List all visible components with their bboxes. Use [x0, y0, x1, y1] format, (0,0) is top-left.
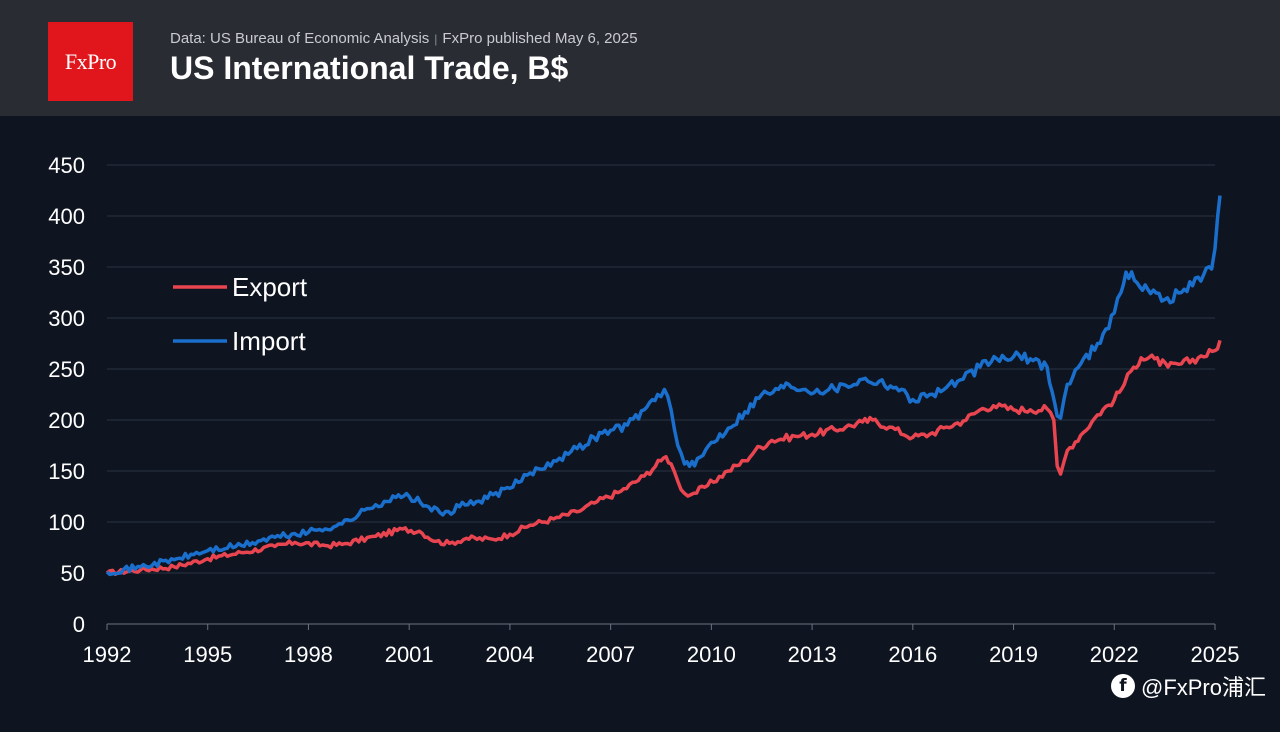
- x-tick-label: 2001: [385, 642, 434, 667]
- y-tick-label: 100: [48, 510, 85, 535]
- watermark: f @FxPro浦汇: [1110, 670, 1266, 702]
- fxpro-logo: FxPro: [48, 22, 133, 101]
- y-tick-label: 50: [61, 561, 85, 586]
- x-tick-label: 2016: [888, 642, 937, 667]
- x-tick-label: 2025: [1191, 642, 1240, 667]
- y-tick-label: 350: [48, 255, 85, 280]
- separator: |: [434, 32, 438, 46]
- y-tick-label: 300: [48, 306, 85, 331]
- legend-label-export: Export: [232, 272, 308, 302]
- watermark-text: @FxPro浦汇: [1140, 675, 1266, 700]
- y-tick-label: 150: [48, 459, 85, 484]
- social-app-icon: f: [1110, 674, 1135, 698]
- header-bar: FxPro Data: US Bureau of Economic Analys…: [0, 0, 1280, 116]
- x-tick-label: 1992: [83, 642, 132, 667]
- x-tick-label: 1995: [183, 642, 232, 667]
- series-line-import: [105, 195, 1222, 577]
- x-tick-label: 2010: [687, 642, 736, 667]
- x-tick-label: 2019: [989, 642, 1038, 667]
- x-tick-label: 2007: [586, 642, 635, 667]
- y-tick-label: 200: [48, 408, 85, 433]
- source-line: Data: US Bureau of Economic Analysis | FxP…: [170, 30, 638, 47]
- x-tick-label: 1998: [284, 642, 333, 667]
- data-source-text: Data: US Bureau of Economic Analysis: [170, 30, 430, 47]
- x-tick-label: 2013: [788, 642, 837, 667]
- line-chart: 0 50 100 150 200 250 300 350 400 450 1992 1995 1998 2…: [48, 153, 1240, 667]
- y-tick-label: 250: [48, 357, 85, 382]
- y-tick-label: 0: [73, 612, 85, 637]
- x-tick-label: 2004: [485, 642, 534, 667]
- y-tick-label: 400: [48, 204, 85, 229]
- chart-title: US International Trade, B$: [170, 50, 569, 86]
- series-line-export: [105, 339, 1222, 577]
- x-tick-label: 2022: [1090, 642, 1139, 667]
- legend-label-import: Import: [232, 326, 306, 356]
- published-text: FxPro published May 6, 2025: [442, 30, 638, 47]
- y-tick-label: 450: [48, 153, 85, 178]
